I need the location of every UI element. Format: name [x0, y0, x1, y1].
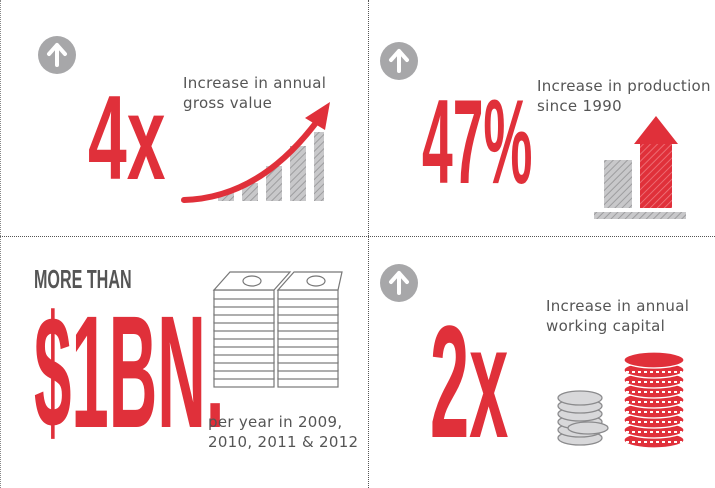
caption-line: per year in 2009, [208, 413, 343, 431]
production-figure: 47% [422, 75, 533, 209]
arrow-up-icon [380, 264, 418, 302]
vertical-divider [368, 0, 369, 488]
caption-line: Increase in annual [546, 297, 690, 315]
caption-line: Increase in production [537, 77, 711, 95]
gross-value-caption: Increase in annual gross value [183, 73, 326, 113]
caption-line: Increase in annual [183, 74, 327, 92]
caption-line: 2010, 2011 & 2012 [208, 433, 359, 451]
gross-value-figure: 4x [88, 71, 166, 205]
production-caption: Increase in production since 1990 [537, 76, 711, 116]
billion-caption: per year in 2009, 2010, 2011 & 2012 [208, 412, 358, 452]
horizontal-divider [0, 236, 715, 237]
billion-figure: $1BN. [34, 282, 225, 461]
production-bars-icon [594, 116, 686, 219]
coin-stacks-icon [557, 351, 685, 449]
left-border [0, 0, 1, 488]
caption-line: working capital [546, 317, 666, 335]
working-capital-figure: 2x [430, 292, 509, 471]
arrow-up-icon [380, 42, 418, 80]
growth-bars-arrow-icon [181, 102, 330, 203]
caption-line: gross value [183, 94, 273, 112]
working-capital-caption: Increase in annual working capital [546, 296, 689, 336]
arrow-up-icon [38, 36, 76, 74]
caption-line: since 1990 [537, 97, 622, 115]
money-stack-icon [212, 271, 343, 388]
more-than-label: MORE THAN [34, 264, 132, 294]
